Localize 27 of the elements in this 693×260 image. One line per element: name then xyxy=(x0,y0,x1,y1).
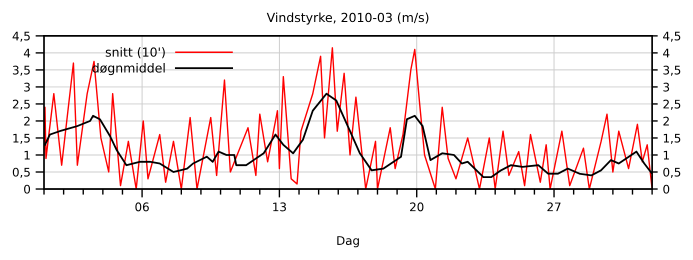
x-tick-label: 20 xyxy=(410,202,424,212)
y-tick-label: 3 xyxy=(24,82,30,92)
y2-tick-label: 3 xyxy=(663,82,670,92)
y-tick-label: 4 xyxy=(24,48,30,58)
y-tick-label: 2 xyxy=(24,116,30,126)
y2-tick-label: 0,5 xyxy=(663,168,680,178)
y-tick-label: 1 xyxy=(24,150,30,160)
y-tick-label: 0 xyxy=(24,184,30,194)
x-tick-label: 06 xyxy=(135,202,149,212)
x-tick-label: 13 xyxy=(273,202,286,212)
chart-title: Vindstyrke, 2010-03 (m/s) xyxy=(266,12,428,25)
x-axis-title: Dag xyxy=(337,236,359,248)
y-tick-label: 3,5 xyxy=(12,66,30,76)
y2-tick-label: 1,5 xyxy=(664,134,680,144)
y-tick-label: 2,5 xyxy=(12,100,30,110)
y-tick-label: 1,5 xyxy=(13,134,30,144)
y-tick-label: 4,5 xyxy=(12,32,30,42)
y2-tick-label: 4 xyxy=(663,48,670,58)
x-tick-label: 27 xyxy=(547,202,561,212)
y2-tick-label: 4,5 xyxy=(663,32,680,42)
legend-label: snitt (10') xyxy=(106,47,165,58)
y-tick-label: 0,5 xyxy=(12,168,30,178)
y2-tick-label: 2,5 xyxy=(663,100,680,110)
y2-tick-label: 1 xyxy=(664,150,669,160)
y2-tick-label: 3,5 xyxy=(663,66,680,76)
y2-tick-label: 0 xyxy=(663,184,670,194)
y2-tick-label: 2 xyxy=(663,116,669,126)
